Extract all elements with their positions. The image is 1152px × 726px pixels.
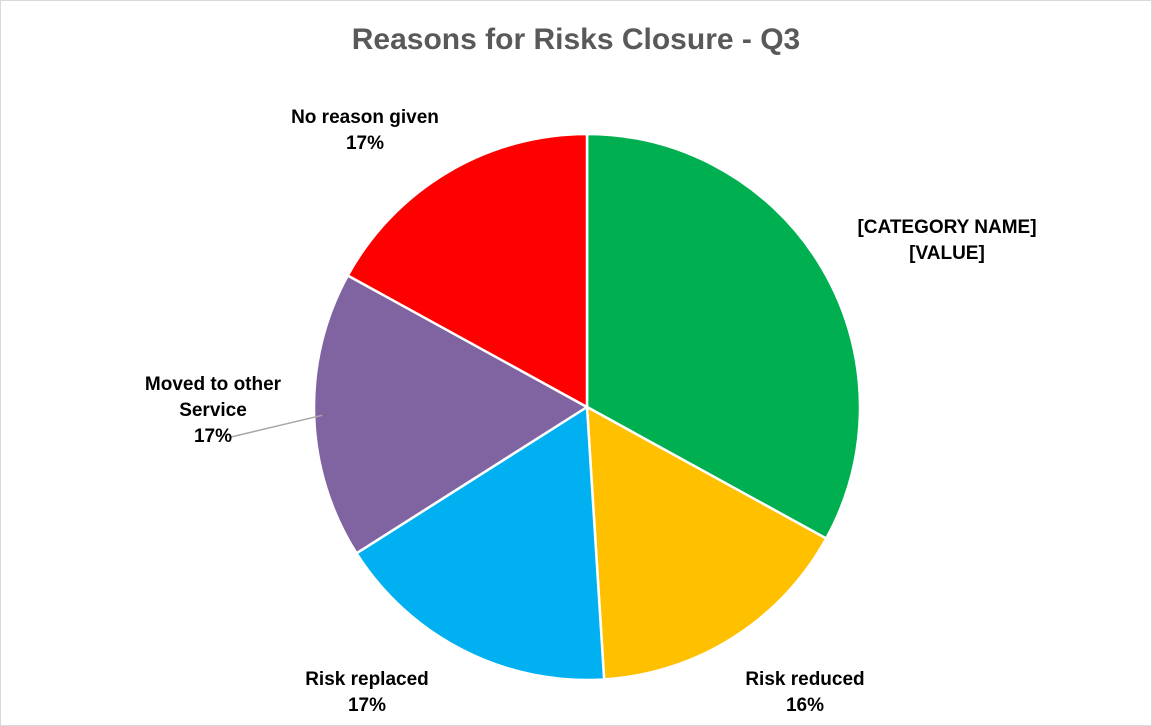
data-labels: [CATEGORY NAME] [VALUE] Risk reduced 16% Ris… [145, 107, 1037, 716]
pie-slice-risk-reduced [585, 404, 828, 681]
data-label-risk-reduced: Risk reduced 16% [745, 669, 864, 716]
data-label-moved-to-other-service: Moved to other Service 17% [145, 374, 282, 447]
pie-slice-moved-to-other-service [312, 273, 590, 556]
chart-title: Reasons for Risks Closure - Q3 [351, 23, 801, 56]
pie-slices [312, 132, 862, 682]
data-label-category-name: [CATEGORY NAME] [VALUE] [857, 217, 1036, 264]
leader-lines [230, 414, 323, 438]
leader-line-moved-to-other-service [230, 414, 323, 438]
pie-slice-category-name [585, 132, 862, 541]
pie-slice-no-reason-given [346, 132, 589, 410]
pie-slice-risk-replaced [354, 404, 606, 682]
data-label-risk-replaced: Risk replaced 17% [305, 669, 429, 716]
data-label-no-reason-given: No reason given 17% [291, 107, 439, 154]
